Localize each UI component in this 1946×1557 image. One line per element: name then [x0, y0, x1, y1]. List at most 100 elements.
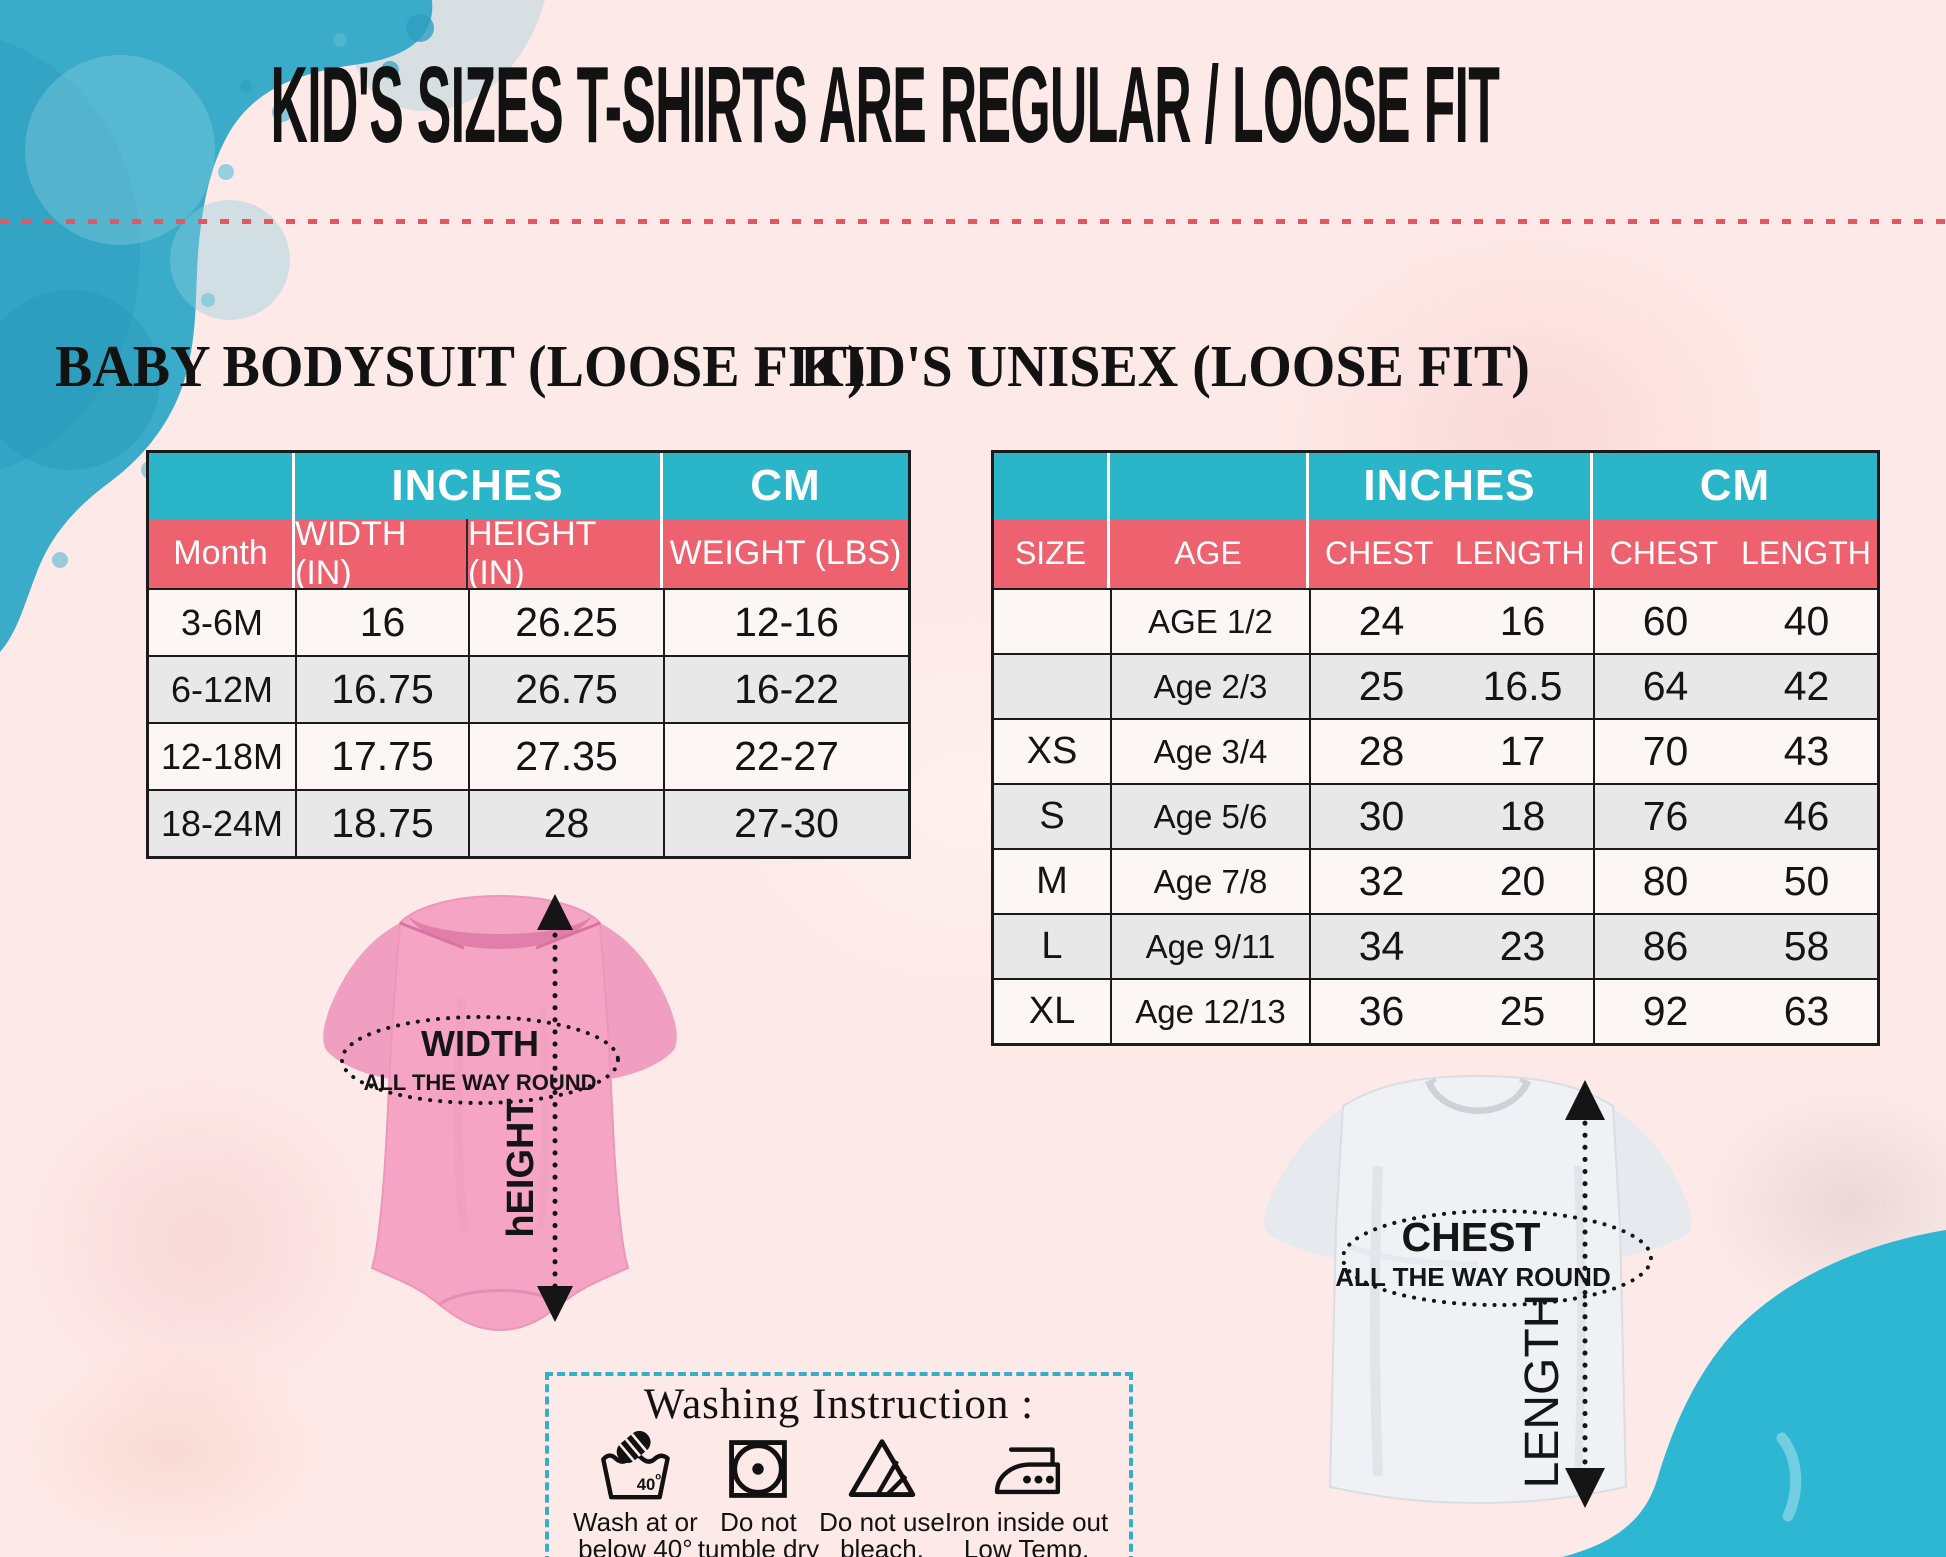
table-cell-value: 32 [1358, 858, 1405, 904]
table-cell: 70 43 [1593, 718, 1877, 783]
washing-icons-row: 40 o Wash at or below 40° Do not tumble … [549, 1431, 1129, 1557]
table-cell-value: 64 [1642, 663, 1689, 709]
all-the-way-round-label: ALL THE WAY ROUND [363, 1070, 596, 1095]
table-cell: 64 42 [1593, 653, 1877, 718]
table-cell: 26.75 [468, 655, 663, 722]
table-column-header: CHEST [1609, 535, 1719, 571]
table-cell: 32 20 [1309, 848, 1593, 913]
washing-item-label-line2: bleach. [840, 1534, 924, 1557]
table-group-header [994, 453, 1110, 519]
teal-watercolor-blob-top-left [0, 0, 545, 652]
table-cell: M [994, 848, 1110, 913]
table-cell: XL [994, 978, 1110, 1043]
table-cell [994, 653, 1110, 718]
table-cell [994, 588, 1110, 653]
table-cell: L [994, 913, 1110, 978]
table-cell: 24 16 [1309, 588, 1593, 653]
table-column-header: CHEST [1325, 535, 1434, 571]
table-cell-value: 36 [1358, 988, 1405, 1034]
table-cell-value: 40 [1783, 598, 1830, 644]
table-cell: AGE 1/2 [1110, 588, 1309, 653]
table-column-header: LENGTH [1741, 535, 1871, 571]
washing-item-label: Iron inside out Low Temp. [944, 1507, 1109, 1557]
washing-item-label-line1: Wash at or [573, 1507, 698, 1537]
table-cell: 16 [295, 588, 468, 655]
baby-section-heading: BABY BODYSUIT (LOOSE FIT) [55, 334, 866, 400]
dotted-separator-line [0, 219, 1946, 224]
table-cell: 30 18 [1309, 783, 1593, 848]
table-cell-value: 23 [1499, 923, 1546, 969]
arrow-down-icon [537, 1286, 573, 1322]
baby-bodysuit-diagram: WIDTH ALL THE WAY ROUND hEIGHT [323, 894, 677, 1332]
washing-instruction-box: Washing Instruction : 40 o Wash at or [545, 1372, 1133, 1557]
table-cell-value: 76 [1642, 793, 1689, 839]
tshirt-illustration [1263, 1074, 1693, 1505]
table-cell: 92 63 [1593, 978, 1877, 1043]
table-cell: S [994, 783, 1110, 848]
do-not-tumble-dry-icon [729, 1440, 788, 1498]
table-column-header: WEIGHT (LBS) [663, 519, 908, 588]
table-column-header: Month [149, 519, 295, 588]
washing-item-label-line1: Iron inside out [944, 1507, 1109, 1537]
table-cell: 26.25 [468, 588, 663, 655]
table-group-header: CM [663, 453, 908, 519]
svg-text:40: 40 [637, 1475, 656, 1494]
table-cell-value: 63 [1783, 988, 1830, 1034]
hand-wash-40-icon: 40 o [601, 1431, 671, 1500]
length-measure-annotation: LENGTH [1516, 1080, 1605, 1508]
table-cell: 60 40 [1593, 588, 1877, 653]
washing-item-label-line2: below 40° [578, 1534, 693, 1557]
table-cell-value: 28 [1358, 728, 1405, 774]
table-cell-value: 92 [1642, 988, 1689, 1034]
table-cell-value: 16.5 [1482, 663, 1563, 709]
table-cell-value: 80 [1642, 858, 1689, 904]
table-cell: Age 3/4 [1110, 718, 1309, 783]
table-cell: 28 [468, 789, 663, 856]
table-cell: 28 17 [1309, 718, 1593, 783]
table-cell: 18.75 [295, 789, 468, 856]
table-cell: 3-6M [149, 588, 295, 655]
table-column-header: CHEST LENGTH [1593, 519, 1877, 588]
washing-item-label: Do not tumble dry [698, 1508, 819, 1557]
table-cell: 25 16.5 [1309, 653, 1593, 718]
kids-size-table: INCHES CM SIZE AGE CHEST LENGTH CHEST LENG… [991, 450, 1880, 1046]
washing-item-label: Wash at or below 40° [573, 1507, 698, 1557]
table-cell-value: 34 [1358, 923, 1405, 969]
table-cell: 86 58 [1593, 913, 1877, 978]
teal-watercolor-blob-bottom-right [1562, 1230, 1946, 1557]
page-title: KID'S SIZES T-SHIRTS ARE REGULAR / LOOSE… [270, 43, 1500, 166]
table-group-header [149, 453, 295, 519]
washing-item: Do not tumble dry [698, 1431, 819, 1557]
table-cell-value: 70 [1642, 728, 1689, 774]
table-cell: 27.35 [468, 722, 663, 789]
table-cell: 80 50 [1593, 848, 1877, 913]
do-not-bleach-icon [848, 1439, 916, 1497]
table-cell-value: 46 [1783, 793, 1830, 839]
table-cell: Age 9/11 [1110, 913, 1309, 978]
washing-item: Do not use bleach. [819, 1431, 945, 1557]
arrow-up-icon [537, 894, 573, 930]
table-cell: 22-27 [663, 722, 908, 789]
table-column-header: SIZE [994, 519, 1110, 588]
arrow-down-icon [1565, 1468, 1605, 1508]
table-group-header [1110, 453, 1309, 519]
washing-item-label: Do not use bleach. [819, 1508, 945, 1557]
washing-instruction-title: Washing Instruction : [643, 1381, 1035, 1428]
height-label: hEIGHT [500, 1098, 542, 1237]
table-cell-value: 30 [1358, 793, 1405, 839]
table-cell: 16.75 [295, 655, 468, 722]
table-cell: Age 2/3 [1110, 653, 1309, 718]
table-column-header: HEIGHT (IN) [468, 519, 663, 588]
table-cell-value: 60 [1642, 598, 1689, 644]
table-cell-value: 24 [1358, 598, 1405, 644]
table-cell: Age 7/8 [1110, 848, 1309, 913]
table-cell: 12-18M [149, 722, 295, 789]
table-cell: 34 23 [1309, 913, 1593, 978]
washing-item: Iron inside out Low Temp. [945, 1431, 1108, 1557]
arrow-up-icon [1565, 1080, 1605, 1120]
washing-item: 40 o Wash at or below 40° [573, 1431, 698, 1557]
table-cell-value: 17 [1499, 728, 1546, 774]
washing-item-label-line2: Low Temp. [963, 1534, 1090, 1557]
table-column-header: AGE [1110, 519, 1309, 588]
